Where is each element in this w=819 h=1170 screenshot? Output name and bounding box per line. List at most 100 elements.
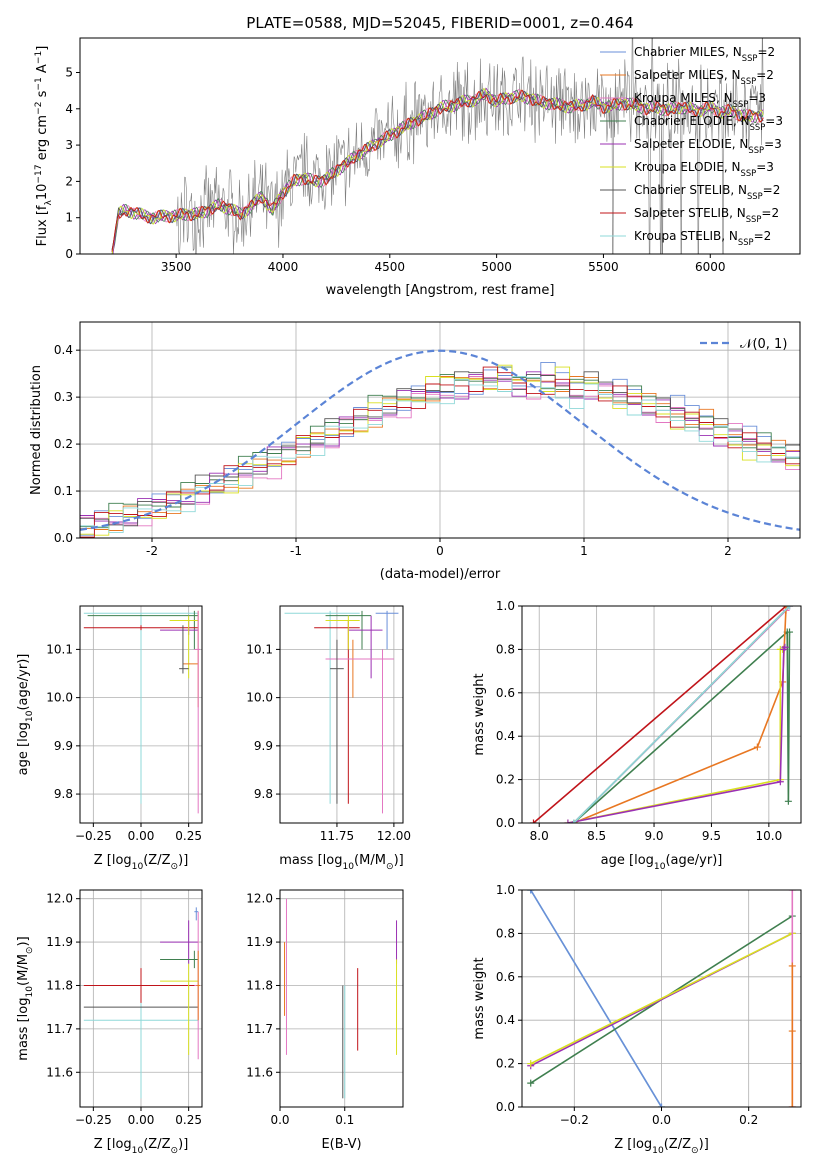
y-tick-label: 11.6 [46,1065,73,1079]
grid [279,890,403,1107]
plot-area [284,610,399,814]
residuals-panel: -2 -1 0 1 2 0.0 0.1 0.2 0.3 0.4 (data-model)/error… [29,321,801,582]
y-axis-label-part: s [35,90,50,101]
legend-label: Salpeter MILES, NSSP=2 [634,68,774,86]
y-tick-label: 0.1 [54,484,73,498]
x-tick-label: 11.75 [320,829,354,843]
legend: 𝒩(0, 1) [700,337,787,352]
x-tick-label: 0.2 [739,1113,758,1127]
legend-label: Salpeter STELIB, NSSP=2 [634,206,779,224]
x-tick-label: 1 [580,544,588,558]
legend-label-part: Salpeter STELIB, N [634,206,746,220]
y-tick-label: 0.4 [54,343,73,357]
age-vs-metallicity-panel: −0.25 0.00 0.259.89.910.010.1Z [log10(Z/Z⊙… [16,605,203,872]
y-tick-label: 11.6 [246,1065,273,1079]
histogram-kroupa-stelib [80,376,800,538]
x-axis-label-part: )] [699,1137,709,1152]
x-axis-label-part: Z [log [614,1137,652,1152]
y-axis-label: mass [log10(M/M⊙)] [16,936,35,1060]
y-axis-label-part: −1 [34,51,44,64]
legend-label: 𝒩(0, 1) [740,337,787,352]
axes-frame [279,889,404,1108]
y-axis-label: mass weight [472,957,487,1039]
x-tick-label: 2 [724,544,732,558]
y-tick-label: 9.8 [54,787,73,801]
y-axis-label-part: age [log [16,722,31,775]
x-axis-label: E(B-V) [321,1137,361,1152]
legend-label-part: SSP [750,122,766,132]
y-tick-label: 11.7 [246,1022,273,1036]
y-axis-label-part: (M/M [16,954,31,986]
y-tick-label: 11.7 [46,1022,73,1036]
legend-label-part: Chabrier STELIB, N [634,183,747,197]
y-tick-label: 0.6 [496,686,515,700]
x-axis-label-part: 10 [342,862,354,872]
y-tick-label: 0.0 [54,531,73,545]
grid [280,606,403,823]
y-tick-label: 1.0 [496,883,515,897]
y-tick-label: 11.8 [46,978,73,992]
x-axis-label-part: Z [log [94,853,132,868]
y-axis-label-part: )] [16,936,31,946]
series-marker-chabrier-miles [658,1103,665,1107]
x-axis-label: mass [log10(M/M⊙)] [279,853,403,872]
x-axis-label-part: 10 [652,1146,664,1156]
model-line-chabrier-stelib [111,89,764,250]
y-tick-label: 0.8 [496,926,515,940]
x-tick-label: −0.25 [75,1113,112,1127]
x-axis-label-part: ⊙ [386,862,394,872]
x-tick-label: 5500 [588,260,619,274]
y-tick-label: 10.1 [246,642,273,656]
x-axis-label-part: (Z/Z [664,1137,691,1152]
y-tick-label: 0.2 [54,437,73,451]
plot-area [529,606,794,823]
series-marker-chabrier-elodie [784,797,792,805]
series-marker-chabrier-miles [527,890,535,894]
y-tick-label: 0.3 [54,390,73,404]
x-tick-label: -2 [146,544,158,558]
legend-label-part: SSP [741,76,757,86]
legend-label-part: =2 [761,206,779,220]
y-tick-label: 10.0 [246,691,273,705]
y-tick-label: 0.8 [496,642,515,656]
legend-label: Chabrier STELIB, NSSP=2 [634,183,780,201]
x-tick-label: 0.00 [128,829,155,843]
mass-vs-extinction-panel: 0.0 0.1 11.6 11.7 11.8 11.9 12.0 E(B-V) [246,889,404,1152]
ticks: 3500 4000 4500 5000 5500 6000 0 1 2 3 4 5 [65,65,725,274]
ticks: 11.75 12.00 9.8 9.9 10.0 10.1 [246,642,411,843]
x-axis-label-part: 10 [654,862,666,872]
x-axis-label-part: )] [178,853,188,868]
x-tick-label: 8.0 [530,829,549,843]
legend-label-part: SSP [741,168,757,178]
legend-label-part: Chabrier MILES, N [634,45,742,59]
series-marker-salpeter-elodie [564,819,572,823]
x-tick-label: 9.5 [702,829,721,843]
model-line-chabrier-elodie [111,89,764,254]
x-tick-label: 4000 [268,260,299,274]
x-axis-label-part: (age/yr)] [665,853,722,868]
x-tick-label: 10.0 [755,829,782,843]
y-axis-label-part: 10 [35,184,50,201]
legend-label-part: Kroupa ELODIE, N [634,160,741,174]
legend-label-part: SSP [733,99,749,109]
model-line-kroupa-miles [111,89,764,252]
y-tick-label: 0.6 [496,970,515,984]
series-marker-kroupa-elodie [527,1060,535,1068]
x-tick-label: 0.0 [652,1113,671,1127]
ticks: −0.25 0.00 0.25 9.8 9.9 10.0 10.1 [46,642,202,843]
y-tick-label: 3 [65,138,73,152]
legend-label-part: SSP [738,237,754,247]
x-axis-label-part: (M/M [354,853,386,868]
series-marker-chabrier-elodie [527,1079,535,1087]
model-line-salpeter-stelib [111,89,764,252]
plot-area [83,610,201,814]
legend-label: Kroupa MILES, NSSP=3 [634,91,766,109]
x-axis-label-part: (Z/Z [143,853,170,868]
ticks: 0.0 0.1 11.6 11.7 11.8 11.9 12.0 [246,892,354,1127]
legend-label-part: Salpeter MILES, N [634,68,741,82]
x-tick-label: 0.0 [270,1113,289,1127]
y-tick-label: 10.1 [46,642,73,656]
legend-label-part: SSP [746,214,762,224]
